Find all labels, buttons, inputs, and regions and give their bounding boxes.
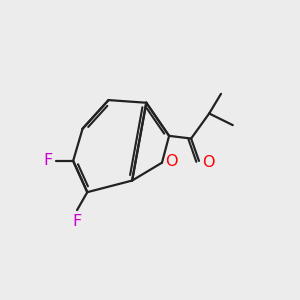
- Text: F: F: [43, 153, 52, 168]
- Text: F: F: [73, 214, 82, 229]
- Text: O: O: [165, 154, 177, 169]
- Text: O: O: [202, 154, 214, 169]
